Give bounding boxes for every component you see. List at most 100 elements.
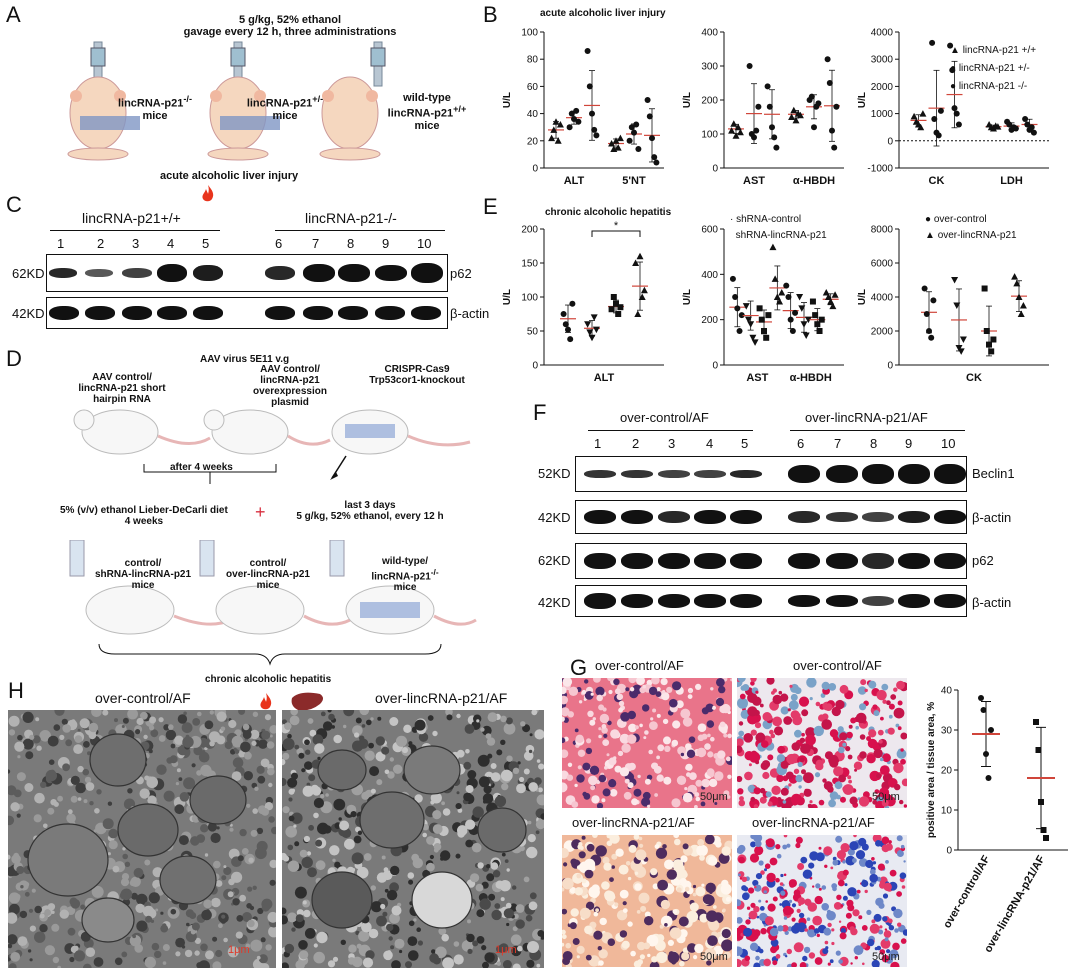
b-0-1-point [755, 103, 762, 110]
mouse-2-label: lincRNA-p21+/- mice [240, 94, 330, 122]
e-0-point [567, 336, 574, 343]
y-tick-label: 30 [941, 726, 953, 737]
legend-shrna-lincrna-label: shRNA-lincRNA-p21 [735, 230, 827, 241]
y-tick-label: 400 [701, 28, 718, 39]
e-2-point [990, 336, 997, 343]
y-tick-label: 2000 [871, 327, 894, 338]
e-2-point [608, 306, 615, 313]
blot-band [862, 596, 894, 606]
mitochondrion [359, 791, 425, 849]
x-category-label: LDH [1000, 175, 1023, 187]
b-0-2-point [593, 132, 600, 139]
lane-number: 2 [632, 436, 640, 451]
mouse-1-label: lincRNA-p21-/- mice [110, 94, 200, 122]
y-tick-label: 150 [521, 259, 538, 270]
legend-over-control-label: over-control [933, 214, 987, 225]
b-0-0-point [552, 118, 560, 125]
d-group2-label: AAV control/lincRNA-p21 overexpression pla… [240, 364, 340, 408]
lane-number: 1 [57, 236, 65, 251]
lane-number: 8 [347, 236, 355, 251]
e-3-point [769, 243, 777, 251]
circle-icon: ● [925, 214, 932, 225]
blot-band [862, 464, 894, 484]
e-2-point [981, 285, 988, 292]
chart-e-ast-hbdh: 0 200 400 600 U/L AST α-HBDH [682, 225, 844, 384]
mouse-1-label-sup: -/- [183, 94, 193, 104]
b-1-1-point [626, 137, 633, 144]
mouse-3-label-line2: lincRNA-p21 [387, 107, 454, 120]
g-point [1033, 719, 1039, 725]
g-label-br: over-lincRNA-p21/AF [752, 815, 875, 830]
b-1-2-point [646, 113, 653, 120]
b-1-0-point [994, 123, 1002, 130]
c-protein-p62: p62 [450, 266, 472, 281]
b-0-1-point [568, 110, 575, 117]
b-0-0-point [736, 128, 744, 136]
protocol-text: 5 g/kg, 52% ethanol gavage every 12 h, t… [150, 14, 430, 38]
f-kd-label: 42KD [538, 595, 571, 610]
c-lane-numbers: 1 2 3 4 5 6 7 8 9 10 [0, 236, 460, 256]
blot-band [338, 306, 368, 320]
d-group1-line3: hairpin RNA [93, 394, 151, 405]
lane-number: 5 [741, 436, 749, 451]
blot-band [584, 593, 616, 609]
x-category-label: AST [743, 175, 765, 187]
blot-band [826, 553, 858, 569]
g-image-he-over [562, 835, 732, 967]
y-tick-label: 60 [527, 82, 539, 93]
b-0-2-point [771, 134, 778, 141]
blot-band [730, 553, 762, 569]
e-legend-mid: · shRNA-control shRNA-lincRNA-p21 [730, 212, 827, 244]
e-3-point [771, 275, 779, 282]
d-group3-label: CRISPR-Cas9 Trp53cor1-knockout [362, 364, 472, 386]
b-0-0-point [917, 123, 925, 131]
e-2-point [983, 328, 990, 334]
e-0-point [923, 311, 930, 317]
b-0-2-point [773, 144, 780, 151]
b-1-0-point [608, 140, 616, 147]
lane-number: 9 [905, 436, 913, 451]
f-group1-label: over-control/AF [620, 410, 709, 425]
y-tick-label: 20 [527, 136, 539, 147]
b-1-2-point [833, 103, 840, 110]
b-1-2-point [1030, 129, 1037, 136]
y-axis-label: U/L [682, 92, 693, 108]
e-5-point [804, 316, 812, 324]
lane-number: 6 [797, 436, 805, 451]
y-tick-label: -1000 [867, 164, 893, 175]
protocol-line-2: gavage every 12 h, three administrations [183, 26, 397, 38]
f-protein-label: β-actin [972, 510, 1012, 525]
blot-band [898, 594, 930, 608]
b-1-1-point [1012, 125, 1019, 132]
legend-wt-label: lincRNA-p21 +/+ [962, 45, 1037, 56]
b-0-1-point [746, 63, 753, 69]
blot-band [122, 306, 152, 320]
g-label-tr: over-control/AF [793, 658, 882, 673]
g-scalebar-1: 50μm [700, 791, 728, 803]
f-protein-label: Beclin1 [972, 466, 1015, 481]
b-1-1-point [635, 145, 642, 152]
e-2-point [617, 304, 624, 311]
b-0-1-point [573, 107, 580, 114]
y-tick-label: 200 [521, 225, 538, 236]
e-1-point [747, 321, 755, 328]
e-1-point [586, 329, 594, 336]
b-1-2-point [829, 127, 835, 134]
mitochondrion [81, 897, 135, 943]
b-1-2-point [826, 80, 833, 86]
blot-band [49, 268, 77, 278]
f-protein-label: p62 [972, 553, 994, 568]
d-mouse3-sup: -/- [430, 567, 439, 577]
mouse-3-label: wild-type lincRNA-p21+/+ mice [378, 92, 476, 132]
circle-icon: ● [950, 81, 957, 92]
x-category-label: α-HBDH [790, 372, 832, 384]
e-0-point [729, 275, 736, 282]
f-blot-row [575, 585, 967, 617]
lane-number: 7 [834, 436, 842, 451]
blot-band [338, 264, 370, 282]
e-1-point [951, 277, 959, 284]
y-axis-label: U/L [502, 289, 513, 305]
blot-band [375, 265, 407, 281]
e-7-point [827, 298, 835, 305]
d-group1-label: AAV control/lincRNA-p21 short hairpin RNA [62, 372, 182, 405]
